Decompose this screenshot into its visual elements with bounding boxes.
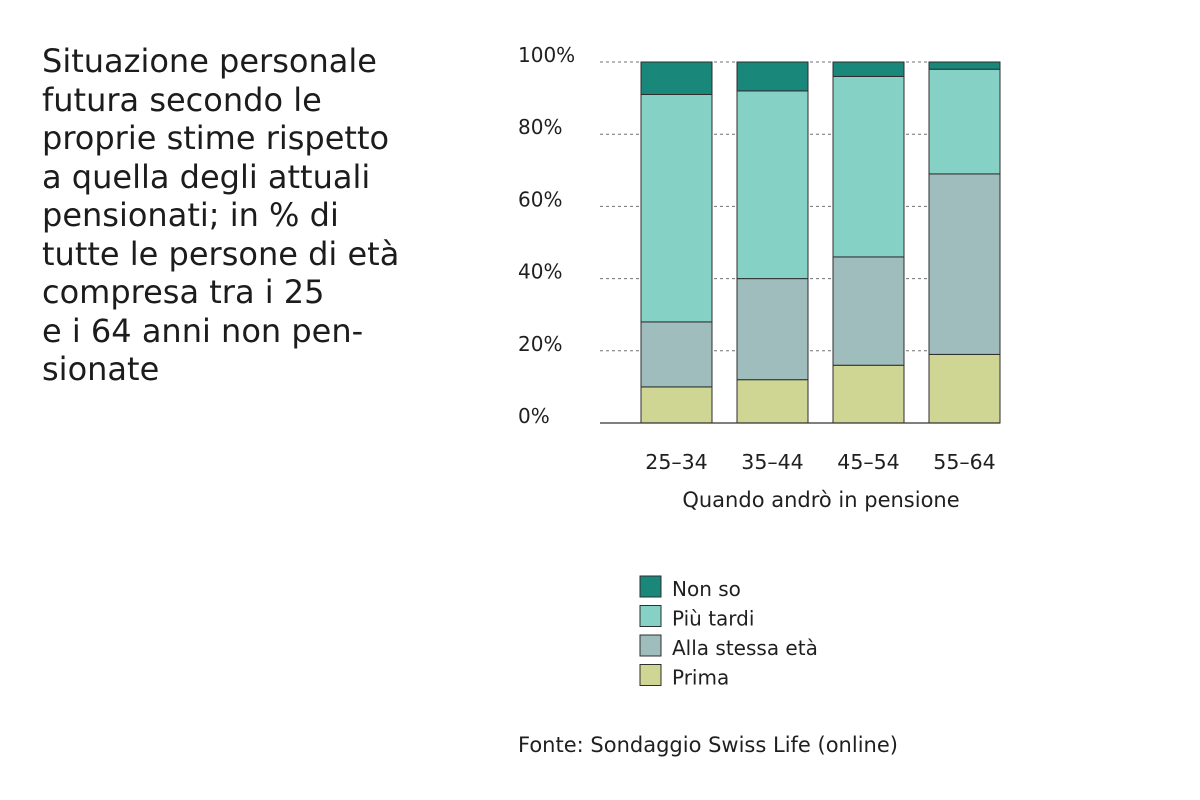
bar-stack [736,61,809,424]
x-axis-label: Quando andrò in pensione [682,488,959,512]
y-tick-label: 0% [518,404,550,428]
bar-segment [928,68,1001,175]
legend-swatch [639,664,662,686]
y-tick-label: 20% [518,332,562,356]
x-tick-label: 45–54 [837,450,899,474]
y-tick-label: 40% [518,260,562,284]
bar-segment [640,321,713,388]
x-tick-label: 35–44 [741,450,803,474]
legend-label: Non so [672,577,741,601]
bar-segment [736,278,809,381]
y-axis-ticks: 0% 20% 40% 60% 80% 100% [518,43,575,428]
legend-swatch [639,605,662,627]
bars [640,61,1001,424]
legend-swatch [639,634,662,657]
source-note: Fonte: Sondaggio Swiss Life (online) [518,733,898,757]
bar-segment [832,75,905,258]
bar-stack [832,61,905,424]
legend-item: Più tardi [639,605,754,631]
x-tick-label: 25–34 [645,450,707,474]
legend-item: Non so [639,575,741,601]
bar-segment [640,93,713,323]
legend-label: Più tardi [672,607,754,631]
bar-segment [928,61,1001,70]
legend-swatch [639,575,662,598]
bar-segment [928,353,1001,424]
bar-segment [832,364,905,424]
chart-title: Situazione personale futura secondo le p… [42,42,400,388]
legend: Non so Più tardi Alla stessa età Prima [639,575,818,690]
bar-segment [736,90,809,280]
y-tick-label: 80% [518,115,562,139]
bar-segment [736,379,809,424]
y-tick-label: 60% [518,187,562,211]
bar-segment [832,61,905,77]
bar-segment [736,61,809,92]
legend-label: Alla stessa età [672,636,818,660]
bar-stack [928,61,1001,424]
bar-segment [640,61,713,95]
x-axis-ticks: 25–34 35–44 45–54 55–64 [645,450,995,474]
legend-item: Prima [639,664,729,690]
legend-label: Prima [672,666,729,690]
x-tick-label: 55–64 [933,450,995,474]
bar-segment [640,386,713,424]
y-tick-label: 100% [518,43,575,67]
bar-segment [928,173,1001,355]
bar-stack [640,61,713,424]
bar-segment [832,256,905,366]
legend-item: Alla stessa età [639,634,818,660]
